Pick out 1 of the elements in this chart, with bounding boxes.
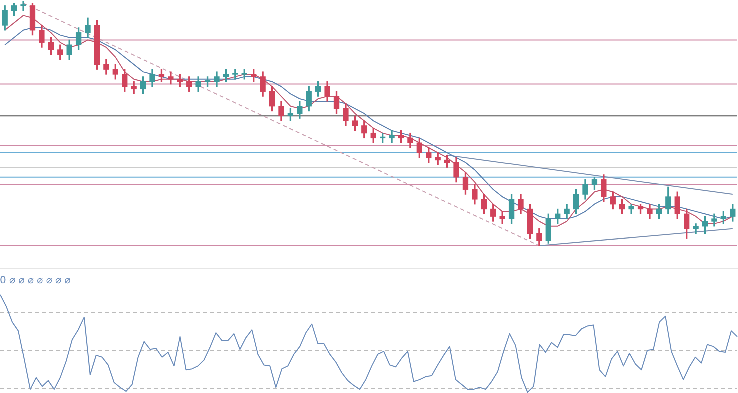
chart-title: 0 ⌀ ⌀ ⌀ ⌀ ⌀ ⌀ ⌀ [0, 276, 71, 287]
